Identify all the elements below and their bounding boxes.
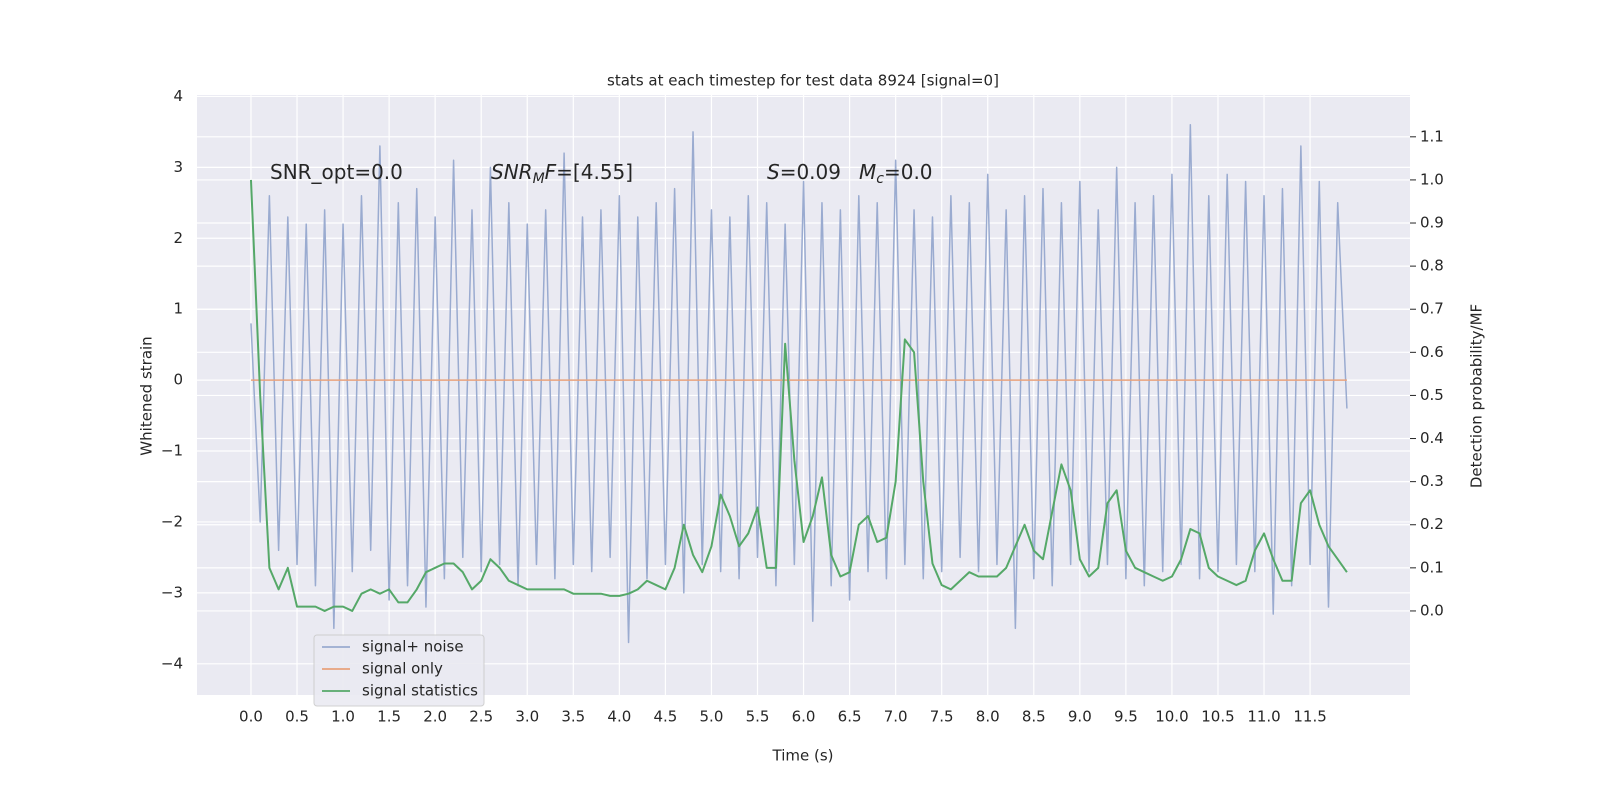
annotation-part: =0.09: [780, 160, 841, 184]
y2-tick-label: 1.0: [1420, 170, 1444, 188]
annotation-part: =[4.55]: [556, 160, 633, 184]
y-tick-label: −4: [161, 654, 183, 672]
annotation-part: M: [859, 160, 876, 184]
x-tick-label: 4.5: [653, 708, 677, 726]
y2-tick-label: 0.9: [1420, 214, 1444, 232]
x-tick-label: 11.5: [1293, 708, 1326, 726]
x-tick-label: 10.0: [1155, 708, 1188, 726]
legend-label: signal statistics: [362, 682, 478, 700]
x-tick-label: 6.5: [838, 708, 862, 726]
annotation: Mc=0.0: [859, 160, 933, 188]
x-tick-label: 2.5: [469, 708, 493, 726]
x-tick-label: 5.0: [700, 708, 724, 726]
legend-label: signal only: [362, 660, 443, 678]
x-tick-label: 0.0: [239, 708, 263, 726]
x-tick-label: 3.0: [515, 708, 539, 726]
y-tick-label: 4: [173, 87, 183, 105]
x-tick-label: 7.0: [884, 708, 908, 726]
x-tick-label: 8.5: [1022, 708, 1046, 726]
y-tick-label: 3: [173, 158, 183, 176]
x-tick-label: 4.0: [607, 708, 631, 726]
y-tick-label: −2: [161, 512, 183, 530]
annotation-part: =0.0: [884, 160, 933, 184]
y2-axis-label: Detection probability/MF: [1468, 304, 1486, 488]
y2-tick-label: 0.0: [1420, 601, 1444, 619]
x-tick-label: 7.5: [930, 708, 954, 726]
x-tick-label: 3.5: [561, 708, 585, 726]
x-tick-label: 9.5: [1114, 708, 1138, 726]
annotation: SNR_opt=0.0: [270, 160, 403, 184]
annotation-part: SNR_opt=0.0: [270, 160, 403, 184]
annotation-part: S: [767, 160, 780, 184]
y2-tick-label: 0.5: [1420, 386, 1444, 404]
y-tick-label: 2: [173, 229, 183, 247]
y-axis-label: Whitened strain: [138, 336, 156, 455]
x-tick-label: 11.0: [1247, 708, 1280, 726]
annotation-part: c: [876, 171, 884, 187]
series-line: [250, 124, 1348, 644]
x-tick-label: 0.5: [285, 708, 309, 726]
y2-tick-label: 0.6: [1420, 343, 1444, 361]
x-tick-label: 2.0: [423, 708, 447, 726]
y-tick-label: −3: [161, 583, 183, 601]
x-tick-label: 1.0: [331, 708, 355, 726]
x-axis-label: Time (s): [772, 747, 834, 765]
x-tick-label: 6.0: [792, 708, 816, 726]
legend-box: [313, 634, 485, 707]
y-tick-label: 1: [173, 300, 183, 318]
series-line: [249, 179, 1348, 612]
x-tick-label: 8.0: [976, 708, 1000, 726]
y2-tick-label: 0.2: [1420, 515, 1444, 533]
x-tick-label: 9.0: [1068, 708, 1092, 726]
x-tick-label: 1.5: [377, 708, 401, 726]
y2-tick-label: 0.1: [1420, 558, 1444, 576]
y-tick-label: −1: [161, 442, 183, 460]
x-tick-label: 5.5: [746, 708, 770, 726]
legend-label: signal+ noise: [362, 638, 464, 656]
y2-tick-label: 1.1: [1420, 127, 1444, 145]
y2-tick-label: 0.3: [1420, 472, 1444, 490]
annotation-part: M: [533, 171, 545, 187]
y2-tick-label: 0.7: [1420, 300, 1444, 318]
y2-tick-label: 0.4: [1420, 429, 1444, 447]
annotation-part: SNR: [491, 160, 533, 184]
y2-tick-label: 0.8: [1420, 257, 1444, 275]
annotation-part: F: [545, 160, 557, 184]
chart-title: stats at each timestep for test data 892…: [607, 72, 999, 90]
annotation: S=0.09: [767, 160, 841, 184]
annotation: SNRMF=[4.55]: [491, 160, 633, 188]
y-tick-label: 0: [173, 371, 183, 389]
x-tick-label: 10.5: [1201, 708, 1234, 726]
